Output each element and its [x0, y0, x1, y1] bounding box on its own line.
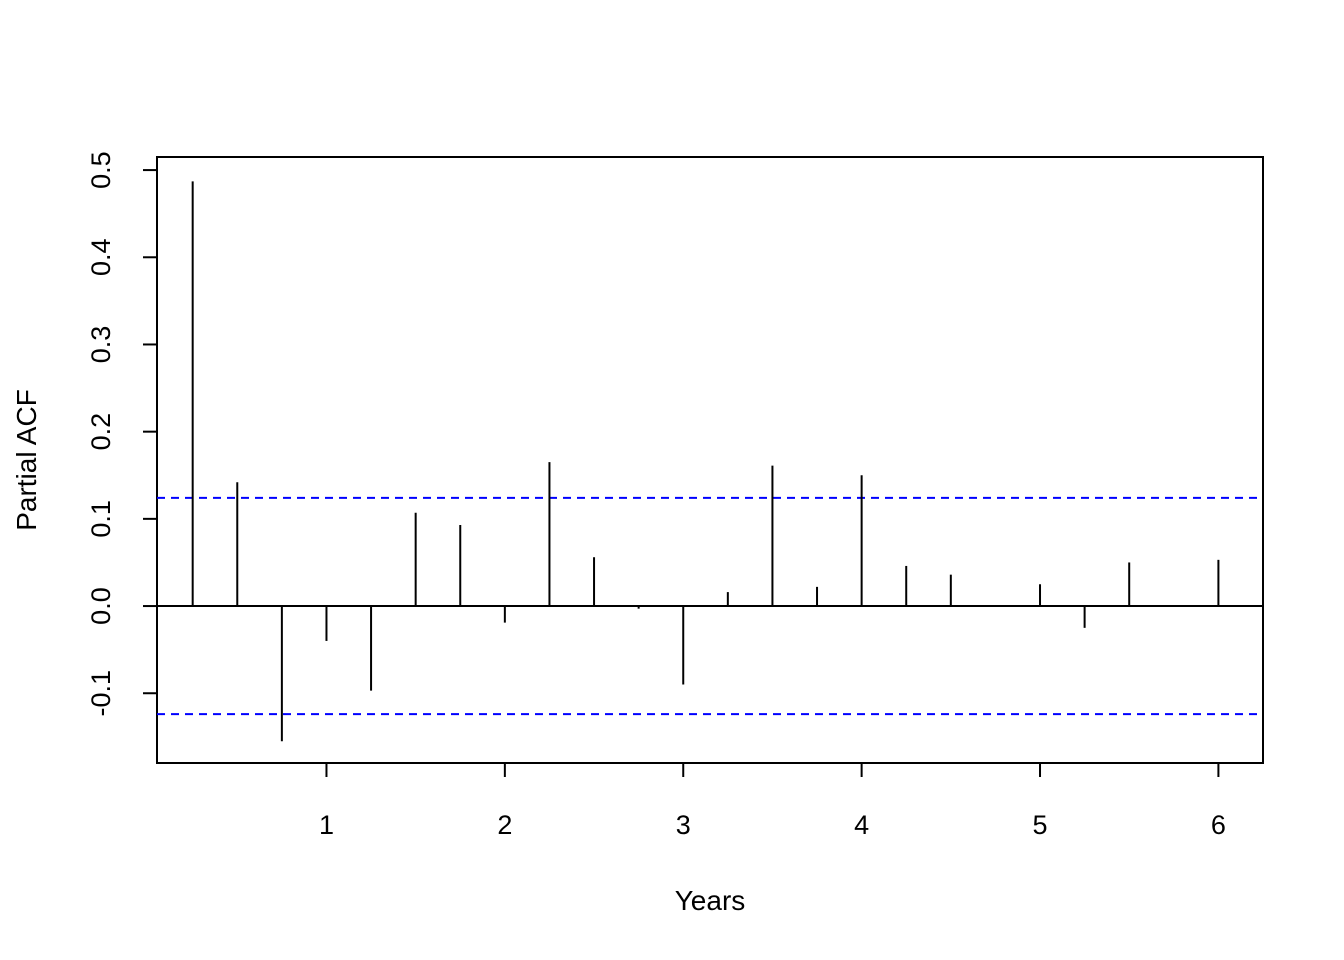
y-tick-label-0.4: 0.4: [86, 238, 116, 276]
y-tick-label-0.5: 0.5: [86, 151, 116, 189]
x-axis-label: Years: [675, 885, 746, 916]
plot-frame: [156, 156, 1264, 764]
y-tick-label-0.3: 0.3: [86, 326, 116, 364]
x-tick-label-2: 2: [497, 810, 512, 840]
x-tick-label-1: 1: [319, 810, 334, 840]
confidence-bands: [157, 496, 1263, 716]
y-axis: -0.1 0.0 0.1 0.2 0.3 0.4 0.5: [86, 151, 157, 717]
y-axis-label: Partial ACF: [11, 389, 42, 531]
x-tick-label-6: 6: [1211, 810, 1226, 840]
pacf-bars: [191, 181, 1220, 742]
x-tick-label-4: 4: [854, 810, 869, 840]
y-tick-label-0.2: 0.2: [86, 413, 116, 451]
x-axis: 1 2 3 4 5 6: [319, 763, 1226, 840]
y-tick-label-0.1: 0.1: [86, 500, 116, 538]
y-tick-label-0.0: 0.0: [86, 587, 116, 625]
x-tick-label-5: 5: [1033, 810, 1048, 840]
y-tick-label--0.1: -0.1: [86, 670, 116, 717]
x-tick-label-3: 3: [676, 810, 691, 840]
